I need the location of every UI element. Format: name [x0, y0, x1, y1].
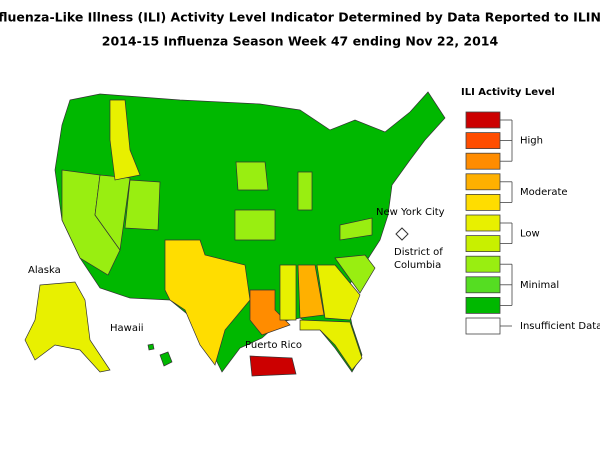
puerto-rico-shape [249, 355, 297, 377]
state [316, 264, 361, 321]
state [164, 239, 251, 366]
dc-marker [395, 227, 409, 241]
legend-swatch [465, 111, 501, 129]
legend-label: Insufficient Data [520, 321, 600, 332]
state [249, 289, 291, 336]
state [124, 179, 161, 231]
state [339, 217, 373, 241]
legend-swatch [465, 255, 501, 273]
legend-swatch [465, 317, 501, 335]
legend-swatch [465, 173, 501, 191]
state [334, 254, 376, 294]
legend-swatch [465, 276, 501, 294]
state [235, 161, 269, 191]
map-label: New York City [376, 207, 445, 218]
map: Alaska Hawaii Puerto Rico New York City … [24, 91, 446, 377]
legend-label: Low [520, 228, 540, 239]
state [279, 264, 297, 321]
state [234, 209, 276, 241]
subtitle: 2014-15 Influenza Season Week 47 ending … [102, 34, 499, 49]
hawaii-shape [159, 351, 173, 367]
map-label: Hawaii [110, 323, 144, 334]
map-label: Alaska [28, 265, 61, 276]
legend-swatch [465, 296, 501, 314]
legend-label: High [520, 136, 543, 147]
hawaii-shape [147, 343, 155, 351]
map-label: Puerto Rico [245, 340, 302, 351]
legend-title: ILI Activity Level [461, 87, 555, 98]
map-label: Columbia [394, 260, 441, 271]
legend-label: Moderate [520, 187, 568, 198]
state [297, 171, 313, 211]
map-label: District of [394, 247, 443, 258]
state [297, 264, 325, 319]
legend-swatch [465, 152, 501, 170]
legend-label: Minimal [520, 280, 559, 291]
state [109, 99, 141, 181]
state [299, 319, 363, 371]
legend-swatch [465, 193, 501, 211]
legend-swatch [465, 132, 501, 150]
legend-swatch [465, 235, 501, 253]
alaska-shape [24, 281, 111, 373]
legend-swatch [465, 214, 501, 232]
title: Influenza-Like Illness (ILI) Activity Le… [0, 10, 600, 25]
